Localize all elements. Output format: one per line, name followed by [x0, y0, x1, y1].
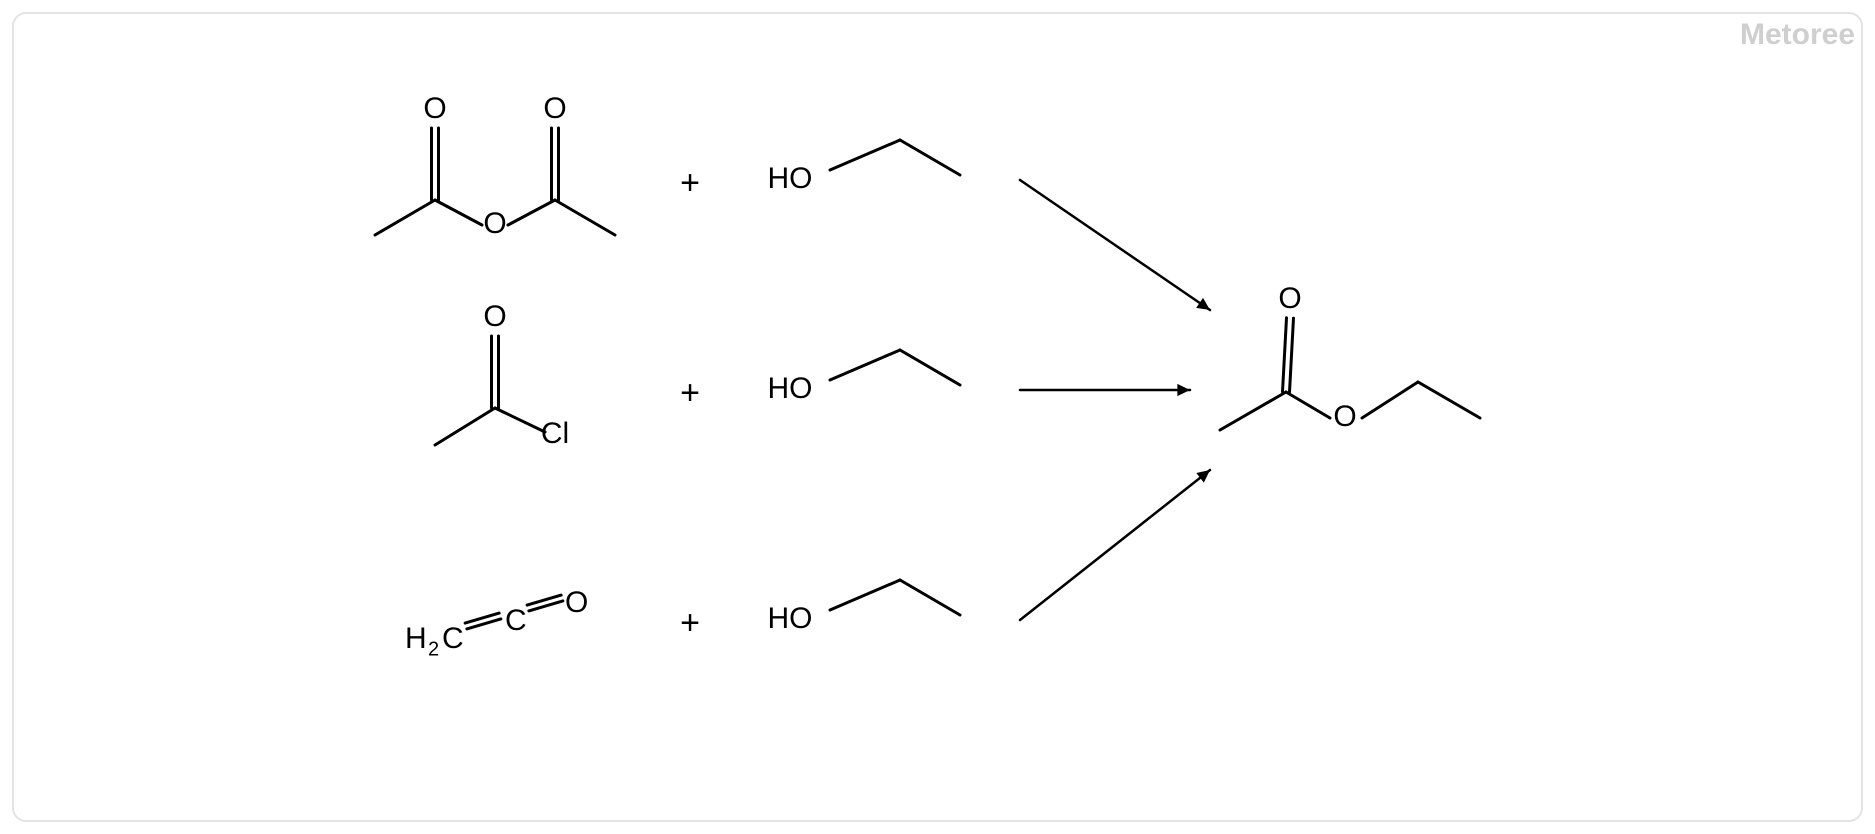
svg-text:O: O — [1278, 282, 1301, 315]
svg-text:+: + — [680, 604, 700, 642]
svg-text:+: + — [680, 374, 700, 412]
svg-text:+: + — [680, 164, 700, 202]
svg-text:H: H — [405, 622, 427, 655]
svg-text:O: O — [423, 92, 446, 125]
svg-text:O: O — [565, 586, 588, 619]
svg-text:O: O — [1333, 400, 1356, 433]
svg-text:2: 2 — [428, 638, 439, 660]
svg-text:C: C — [442, 622, 464, 655]
svg-text:C: C — [505, 604, 527, 637]
reaction-diagram: OOO+HOOCl+HOH2CCO+HOOO — [0, 0, 1875, 834]
svg-text:O: O — [483, 207, 506, 240]
svg-text:HO: HO — [768, 602, 813, 635]
svg-text:O: O — [543, 92, 566, 125]
svg-text:Cl: Cl — [541, 417, 569, 450]
svg-text:O: O — [483, 300, 506, 333]
svg-text:HO: HO — [768, 162, 813, 195]
svg-text:HO: HO — [768, 372, 813, 405]
